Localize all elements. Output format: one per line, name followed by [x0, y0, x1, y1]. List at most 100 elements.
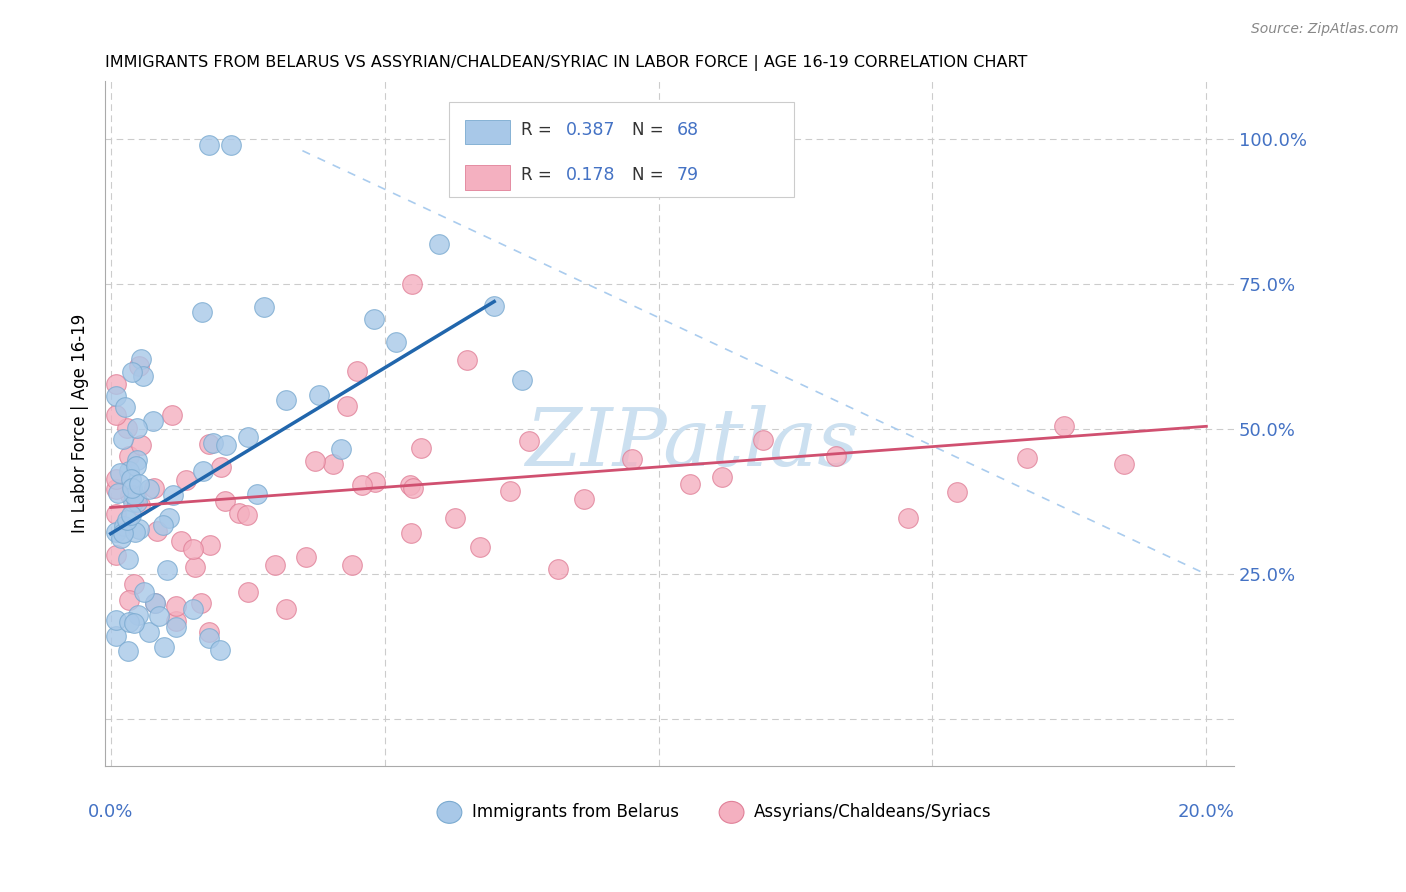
- Point: [482, 299, 505, 313]
- Point: [152, 518, 174, 533]
- Point: [364, 475, 387, 489]
- Point: [174, 474, 197, 488]
- Point: [443, 511, 465, 525]
- Point: [264, 558, 287, 573]
- Point: [202, 435, 225, 450]
- Point: [274, 393, 297, 408]
- Point: [181, 602, 204, 616]
- Point: [131, 438, 153, 452]
- Point: [121, 365, 143, 379]
- Point: [170, 533, 193, 548]
- Point: [236, 584, 259, 599]
- Point: [120, 472, 142, 486]
- Point: [198, 137, 221, 152]
- Point: [127, 453, 149, 467]
- FancyBboxPatch shape: [465, 165, 510, 190]
- Ellipse shape: [437, 801, 461, 823]
- Point: [165, 614, 187, 628]
- Point: [572, 491, 595, 506]
- Y-axis label: In Labor Force | Age 16-19: In Labor Force | Age 16-19: [72, 314, 89, 533]
- Text: R =: R =: [520, 167, 557, 185]
- Point: [825, 450, 848, 464]
- Point: [117, 449, 139, 463]
- Point: [148, 609, 170, 624]
- Point: [162, 488, 184, 502]
- Text: N =: N =: [633, 121, 669, 139]
- Point: [897, 511, 920, 525]
- Point: [124, 525, 146, 540]
- Point: [124, 458, 146, 473]
- Point: [236, 508, 259, 523]
- Point: [142, 482, 165, 496]
- Point: [253, 301, 276, 315]
- Point: [184, 560, 207, 574]
- Point: [121, 495, 143, 509]
- Point: [138, 482, 160, 496]
- Text: 20.0%: 20.0%: [1178, 804, 1234, 822]
- Point: [117, 513, 139, 527]
- Point: [165, 619, 187, 633]
- Point: [198, 437, 221, 451]
- Point: [105, 376, 128, 391]
- Point: [117, 644, 139, 658]
- Point: [1015, 450, 1038, 465]
- Point: [120, 488, 142, 502]
- Text: 0.0%: 0.0%: [89, 804, 134, 822]
- Point: [329, 442, 352, 456]
- Point: [105, 408, 128, 422]
- Point: [122, 488, 145, 502]
- Point: [105, 389, 128, 403]
- Point: [115, 421, 138, 435]
- Point: [132, 584, 155, 599]
- Point: [105, 472, 128, 486]
- FancyBboxPatch shape: [465, 120, 510, 145]
- Point: [236, 430, 259, 444]
- Point: [128, 498, 150, 512]
- Point: [346, 364, 368, 378]
- Point: [198, 538, 221, 552]
- Point: [198, 631, 221, 645]
- Point: [132, 369, 155, 384]
- Text: Assyrians/Chaldeans/Syriacs: Assyrians/Chaldeans/Syriacs: [754, 804, 991, 822]
- Point: [751, 434, 773, 448]
- Text: Source: ZipAtlas.com: Source: ZipAtlas.com: [1251, 22, 1399, 37]
- Point: [105, 613, 128, 627]
- Point: [510, 373, 533, 387]
- Point: [138, 625, 160, 640]
- Point: [162, 408, 184, 422]
- Point: [125, 421, 148, 435]
- Point: [153, 640, 176, 655]
- Point: [274, 602, 297, 616]
- Point: [214, 494, 236, 508]
- Point: [711, 470, 734, 484]
- Point: [117, 615, 139, 629]
- Point: [111, 432, 134, 446]
- Point: [122, 615, 145, 630]
- Point: [120, 508, 142, 522]
- Point: [409, 442, 432, 456]
- Text: 68: 68: [676, 121, 699, 139]
- Text: IMMIGRANTS FROM BELARUS VS ASSYRIAN/CHALDEAN/SYRIAC IN LABOR FORCE | AGE 16-19 C: IMMIGRANTS FROM BELARUS VS ASSYRIAN/CHAL…: [105, 55, 1028, 71]
- Point: [190, 304, 212, 318]
- Point: [129, 351, 152, 366]
- Point: [128, 476, 150, 491]
- Point: [547, 562, 569, 576]
- Text: 0.178: 0.178: [565, 167, 616, 185]
- Point: [1053, 419, 1076, 434]
- Point: [401, 277, 423, 292]
- Text: Immigrants from Belarus: Immigrants from Belarus: [472, 804, 679, 822]
- Point: [122, 577, 145, 591]
- Point: [157, 511, 180, 525]
- Text: 0.387: 0.387: [565, 121, 616, 139]
- Text: R =: R =: [520, 121, 557, 139]
- Point: [308, 388, 330, 402]
- Point: [321, 457, 343, 471]
- Point: [399, 526, 422, 541]
- Point: [679, 477, 702, 491]
- Text: ZIPatlas: ZIPatlas: [526, 405, 859, 483]
- Point: [108, 466, 131, 480]
- Point: [181, 542, 204, 557]
- Point: [127, 607, 149, 622]
- Point: [499, 483, 522, 498]
- Point: [127, 495, 149, 509]
